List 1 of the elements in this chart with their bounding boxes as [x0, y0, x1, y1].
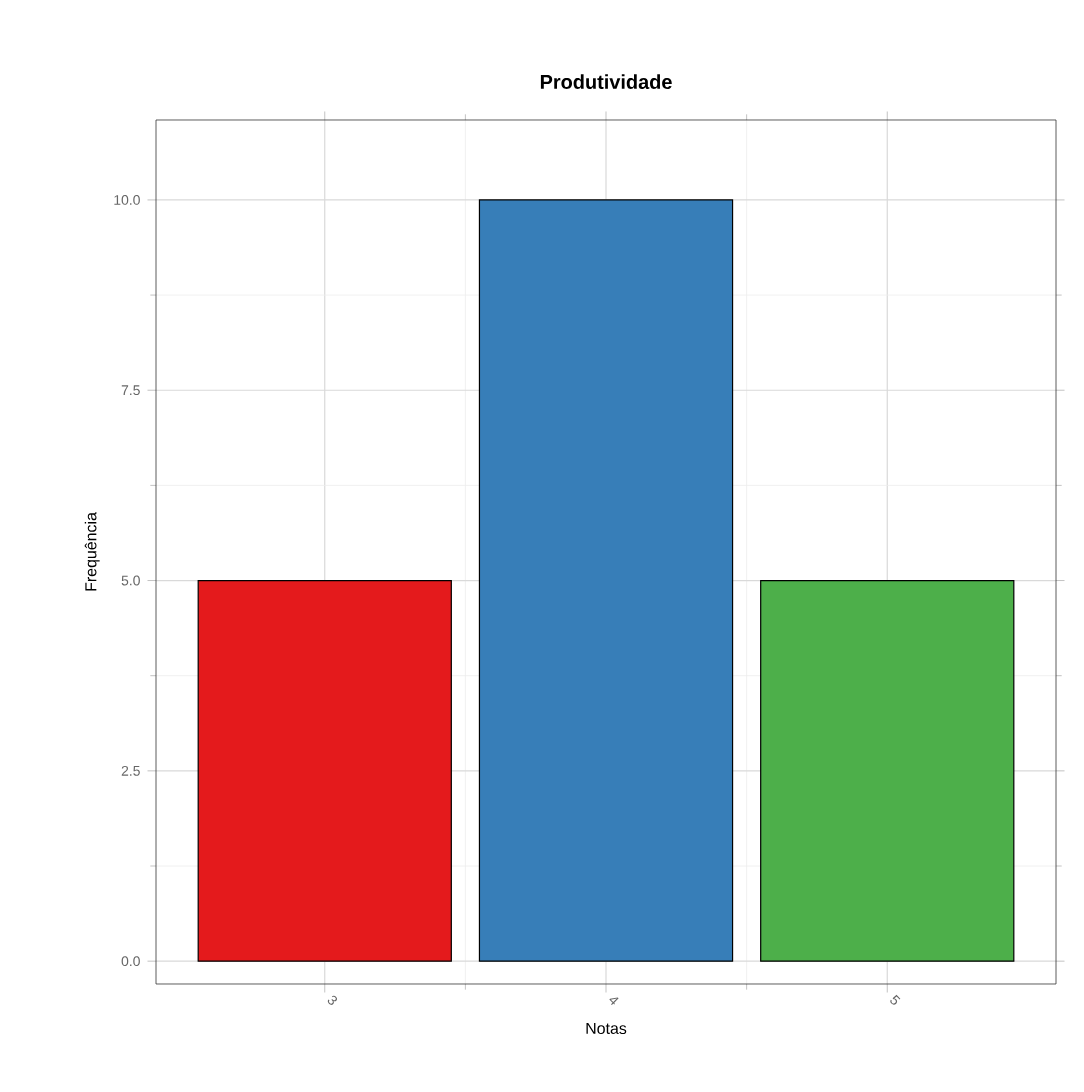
- chart-title: Produtividade: [540, 74, 672, 89]
